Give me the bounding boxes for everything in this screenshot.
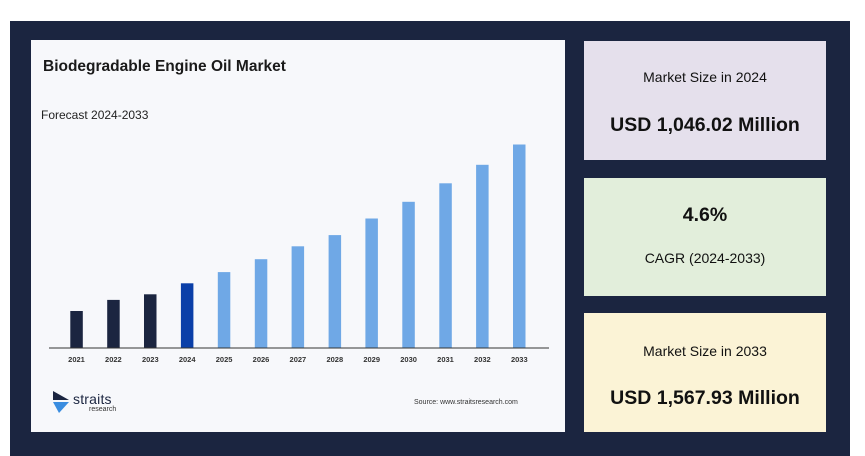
logo-subtext: research <box>89 406 117 413</box>
x-tick-label-2025: 2025 <box>216 355 233 364</box>
chart-subtitle: Forecast 2024-2033 <box>41 108 149 122</box>
market-size-2024-value: USD 1,046.02 Million <box>610 114 800 136</box>
x-tick-label-2022: 2022 <box>105 355 122 364</box>
bar-2029 <box>365 218 378 348</box>
bar-2032 <box>476 164 489 348</box>
market-size-2033-card: Market Size in 2033 USD 1,567.93 Million <box>584 313 826 432</box>
bar-2033 <box>513 144 526 348</box>
x-tick-label-2032: 2032 <box>474 355 491 364</box>
x-tick-label-2024: 2024 <box>179 355 197 364</box>
x-tick-label-2033: 2033 <box>511 355 528 364</box>
market-size-2033-value: USD 1,567.93 Million <box>610 387 800 409</box>
straits-logo: straits research <box>51 389 141 417</box>
bar-2021 <box>70 311 83 348</box>
x-tick-label-2026: 2026 <box>253 355 270 364</box>
chart-card: Biodegradable Engine Oil Market Forecast… <box>31 40 565 432</box>
x-tick-label-2030: 2030 <box>400 355 417 364</box>
x-tick-label-2023: 2023 <box>142 355 159 364</box>
source-credit: Source: www.straitsresearch.com <box>414 399 518 406</box>
chart-title: Biodegradable Engine Oil Market <box>43 58 286 75</box>
x-tick-label-2028: 2028 <box>326 355 343 364</box>
market-size-2024-card: Market Size in 2024 USD 1,046.02 Million <box>584 41 826 160</box>
x-tick-label-2021: 2021 <box>68 355 85 364</box>
market-size-2033-label: Market Size in 2033 <box>643 343 767 359</box>
x-tick-label-2029: 2029 <box>363 355 380 364</box>
x-tick-label-2031: 2031 <box>437 355 454 364</box>
cagr-card: 4.6% CAGR (2024-2033) <box>584 178 826 296</box>
bar-2026 <box>254 259 268 348</box>
market-size-2024-label: Market Size in 2024 <box>643 69 767 85</box>
bar-chart: 2021 2022 2023 2024 2025 2026 2027 2028 2029 2030… <box>49 144 549 364</box>
bar-2022 <box>107 299 120 348</box>
bar-2023 <box>144 294 157 348</box>
cagr-label: CAGR (2024-2033) <box>644 250 766 266</box>
bar-2027 <box>291 246 305 349</box>
logo-word: straits <box>73 391 112 407</box>
straits-logo-icon <box>53 391 69 413</box>
bar-2025 <box>217 272 231 348</box>
bar-2031 <box>439 183 452 348</box>
cagr-value: 4.6% <box>682 204 728 226</box>
bar-2030 <box>402 201 415 348</box>
x-tick-label-2027: 2027 <box>290 355 307 364</box>
bar-2024 <box>180 283 194 349</box>
bar-2028 <box>328 235 342 348</box>
